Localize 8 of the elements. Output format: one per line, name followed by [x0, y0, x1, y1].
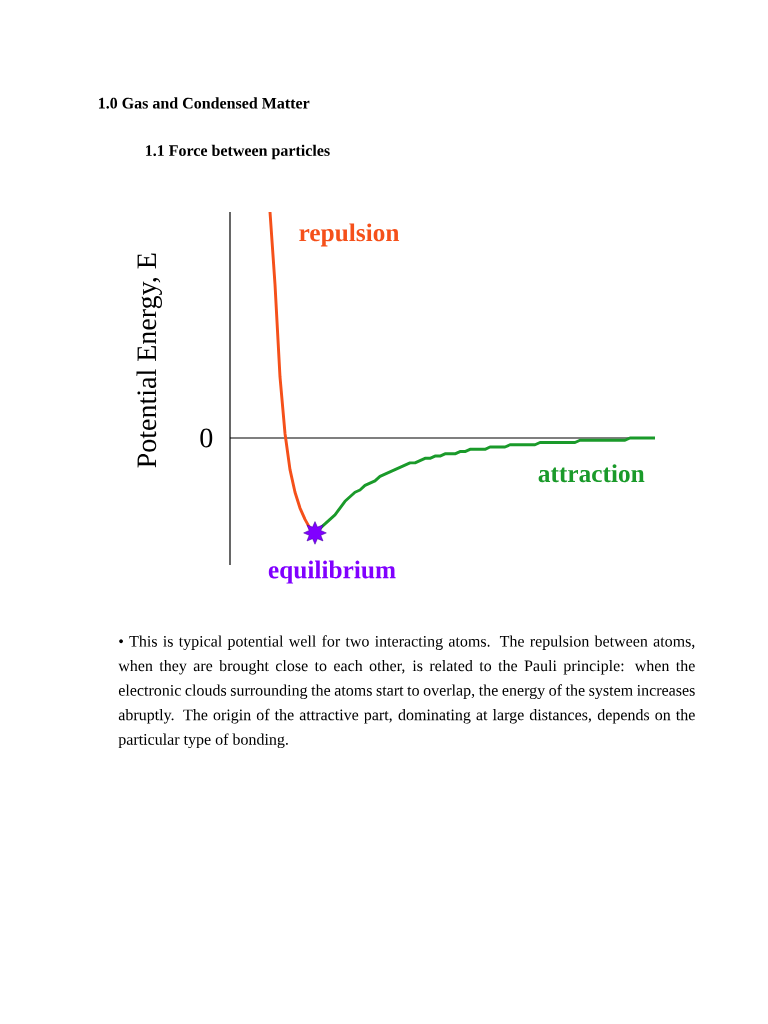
text: 0 [200, 428, 213, 448]
chart-subtitle: 1.1 Force between particles [145, 144, 330, 160]
series-label: attraction [538, 464, 645, 483]
series-label: repulsion [299, 223, 400, 247]
chart-title: 1.0 Gas and Condensed Matter [98, 97, 310, 109]
y-axis-title: Potential Energy, E [136, 253, 162, 468]
text: equilibrium [268, 560, 396, 584]
text: • This is typical potential well for two interacting atoms. The repulsion between atoms, when they are brought close to each other, is related to the Pauli principle: when the electronic clouds surrounding the atoms start to overlap, the energy of the system increases abruptly. The origin of the attractive part, dominating at large distances, depends on the particular type of bonding. [118, 635, 695, 749]
